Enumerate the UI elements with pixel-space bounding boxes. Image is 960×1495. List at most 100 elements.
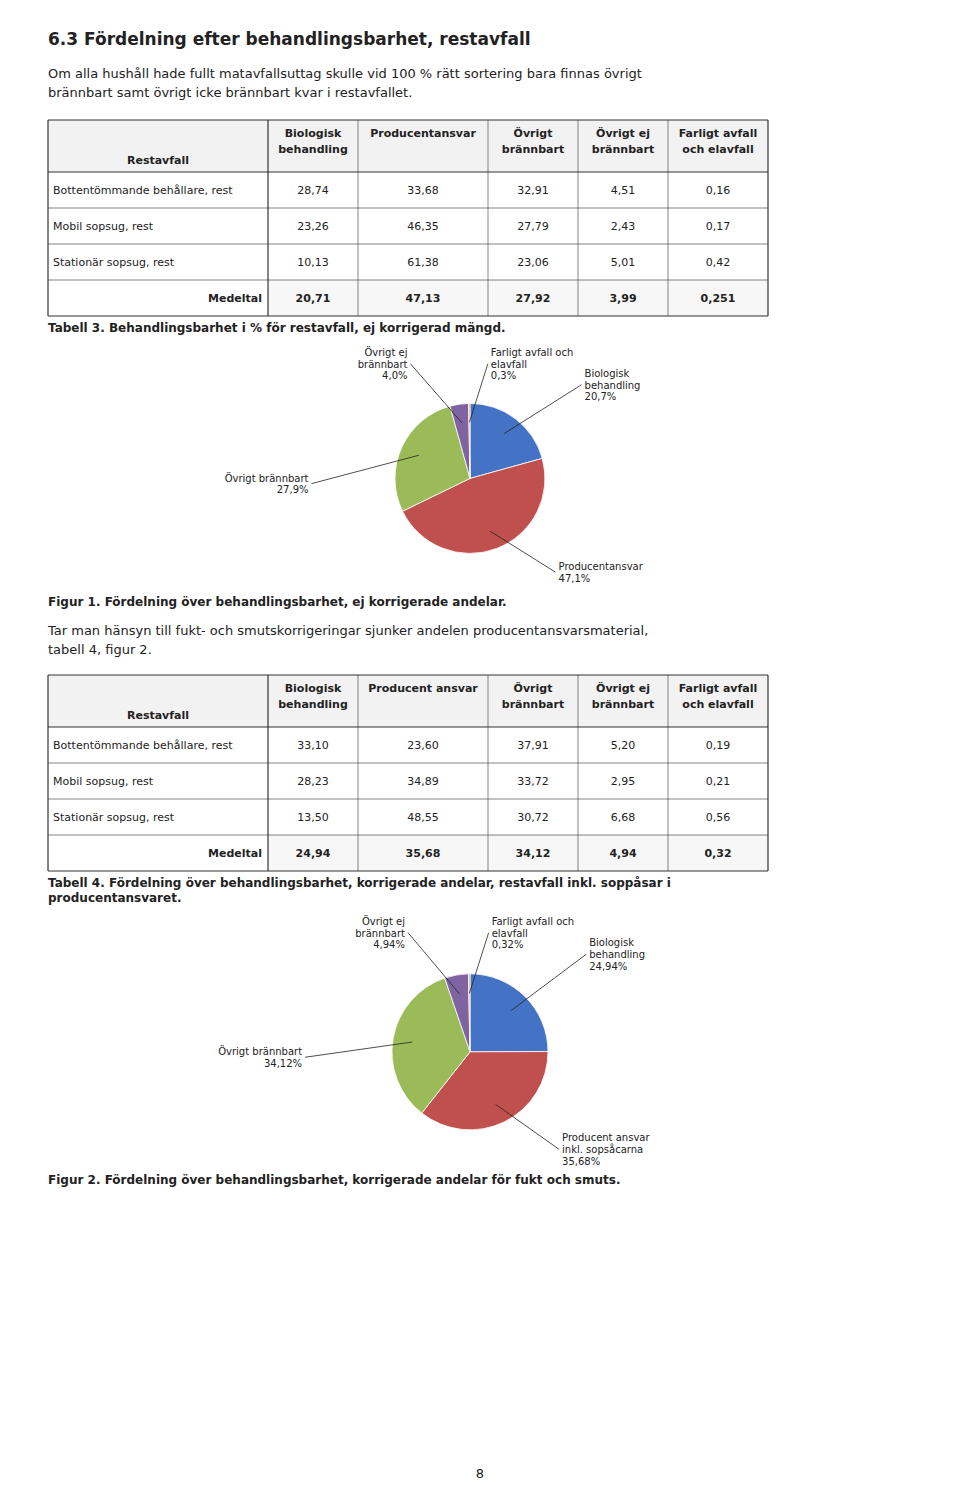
table-cell — [488, 763, 578, 799]
table-header: Övrigt ejbrännbart — [592, 126, 654, 156]
table-value: 3,99 — [609, 292, 636, 305]
table-cell — [358, 763, 488, 799]
table-column-line — [578, 120, 579, 316]
table-column-line — [267, 675, 268, 871]
caption: Tabell 3. Behandlingsbarhet i % för rest… — [48, 321, 506, 335]
data-label: 0,32% — [492, 939, 524, 950]
table-value: 27,92 — [516, 292, 551, 305]
table-header: Övrigtbrännbart — [502, 126, 564, 156]
data-label: 4,0% — [382, 370, 407, 381]
page-number: 8 — [476, 1466, 484, 1481]
table-header: Farligt avfalloch elavfall — [679, 127, 758, 156]
pie-chart: Biologiskbehandling20,7%Producentansvar4… — [225, 345, 644, 583]
table-row-label: Bottentömmande behållare, rest — [53, 184, 233, 197]
table-row-line — [48, 835, 768, 836]
table-cell — [578, 244, 668, 280]
data-label: 20,7% — [585, 391, 617, 402]
table-column-line — [668, 675, 669, 871]
table-value: 37,91 — [517, 739, 549, 752]
background — [0, 0, 960, 1495]
table-border — [48, 870, 768, 871]
table-header: Restavfall — [127, 154, 189, 167]
table-row-label: Mobil sopsug, rest — [53, 775, 154, 788]
table-value: 46,35 — [407, 220, 439, 233]
table-header: Biologiskbehandling — [278, 682, 348, 711]
pie-slice — [470, 974, 548, 1052]
slice-label: Övrigt ejbrännbart — [355, 914, 405, 938]
table-column-line — [358, 675, 359, 871]
table-cell — [268, 763, 358, 799]
table-header-bg — [48, 675, 768, 727]
table-row-label: Mobil sopsug, rest — [53, 220, 154, 233]
table-cell — [488, 799, 578, 835]
table-cell — [578, 727, 668, 763]
slice-label: Farligt avfall ochelavfall — [492, 915, 574, 938]
table-value: 27,79 — [517, 220, 549, 233]
table-row-label: Medeltal — [208, 847, 262, 860]
table-cell — [668, 835, 768, 871]
slice-label: Farligt avfall ochelavfall — [491, 346, 573, 369]
table-value: 28,23 — [297, 775, 329, 788]
table-row-line — [48, 763, 768, 764]
data-label: 47,1% — [559, 573, 591, 584]
table-cell — [358, 835, 488, 871]
slice-label: Biologiskbehandling — [589, 937, 645, 960]
pie-slice — [469, 403, 470, 478]
table-cell — [358, 799, 488, 835]
pie-slice — [468, 974, 470, 1052]
leader-line — [408, 933, 460, 995]
pie-chart: Biologiskbehandling24,94%Producent ansva… — [218, 914, 650, 1167]
table-header: Biologiskbehandling — [278, 127, 348, 156]
leader-line — [511, 954, 586, 1010]
table-row-line — [48, 280, 768, 281]
table-cell — [668, 799, 768, 835]
leader-line — [312, 455, 419, 483]
table-value: 5,01 — [611, 256, 636, 269]
table-border — [47, 675, 48, 871]
table-value: 47,13 — [406, 292, 441, 305]
data-label: 34,12% — [264, 1058, 302, 1069]
table-row-line — [48, 244, 768, 245]
table-value: 35,68 — [406, 847, 441, 860]
table-border — [48, 674, 768, 675]
table-cell — [488, 280, 578, 316]
table-cell — [358, 244, 488, 280]
table-column-line — [578, 675, 579, 871]
table-value: 32,91 — [517, 184, 549, 197]
table-header-bg — [48, 120, 768, 172]
table-value: 24,94 — [296, 847, 331, 860]
table-row-label: Bottentömmande behållare, rest — [53, 739, 233, 752]
table-cell — [578, 763, 668, 799]
leader-line — [469, 364, 487, 422]
table-header: Övrigtbrännbart — [502, 681, 564, 711]
table-cell — [268, 208, 358, 244]
table-border — [47, 120, 48, 316]
table-value: 0,17 — [706, 220, 731, 233]
leader-line — [496, 1104, 559, 1149]
table-value: 30,72 — [517, 811, 549, 824]
table-value: 34,12 — [516, 847, 551, 860]
table-value: 48,55 — [407, 811, 439, 824]
table-row-label: Stationär sopsug, rest — [53, 811, 175, 824]
slice-label: Övrigt ejbrännbart — [358, 345, 408, 369]
table-cell — [358, 727, 488, 763]
table-value: 23,60 — [407, 739, 439, 752]
table-border — [767, 675, 768, 871]
table-value: 33,68 — [407, 184, 439, 197]
table-value: 23,06 — [517, 256, 549, 269]
page-title: 6.3 Fördelning efter behandlingsbarhet, … — [48, 29, 531, 49]
leader-line — [411, 364, 462, 423]
table-value: 0,19 — [706, 739, 731, 752]
table-header: Restavfall — [127, 709, 189, 722]
table-header: Producent ansvar — [368, 682, 478, 695]
table-header: Producentansvar — [370, 127, 476, 140]
data-label: 27,9% — [277, 484, 309, 495]
table-value: 0,56 — [706, 811, 731, 824]
table-column-line — [358, 120, 359, 316]
table-cell — [578, 835, 668, 871]
table-cell — [488, 727, 578, 763]
table-cell — [668, 244, 768, 280]
table-cell — [668, 208, 768, 244]
table-cell — [268, 727, 358, 763]
table-value: 33,10 — [297, 739, 329, 752]
